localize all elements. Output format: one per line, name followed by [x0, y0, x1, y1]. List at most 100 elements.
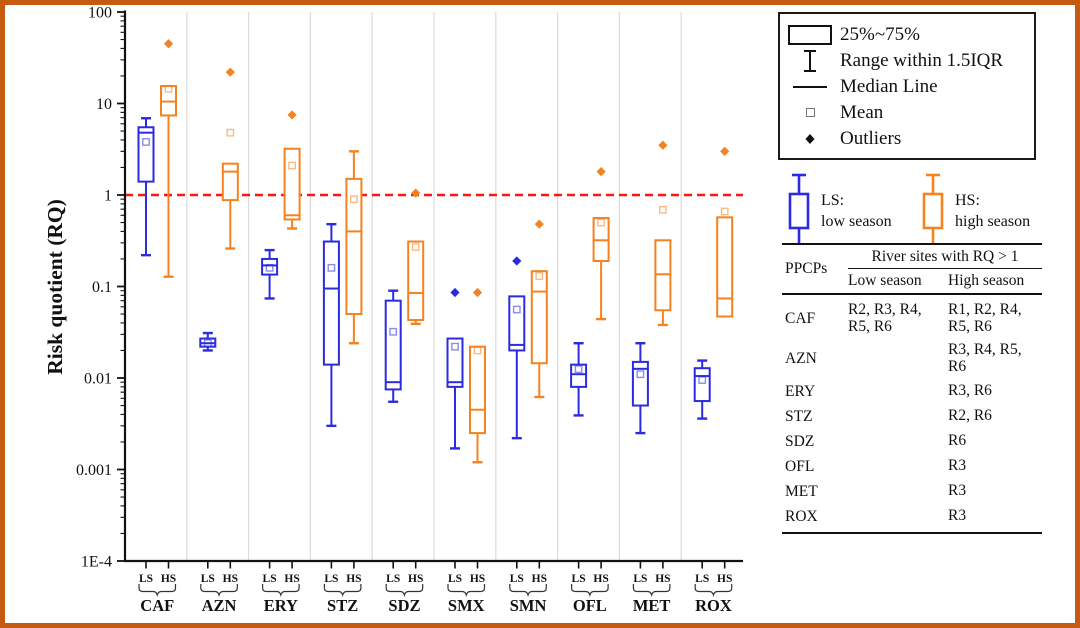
mean-marker — [164, 84, 173, 93]
legend-label: Median Line — [840, 75, 938, 97]
table-row-value: R3 — [948, 456, 967, 474]
group-brace — [138, 584, 177, 598]
season-legend: LS: low season HS: high season — [782, 168, 1048, 254]
box-HS-CAF — [160, 39, 177, 278]
box-HS-OFL — [592, 167, 610, 321]
legend-row-median: Median Line — [780, 74, 1034, 100]
box-icon — [780, 25, 840, 46]
table-row-value — [848, 478, 948, 503]
table-row-value: R3, R4, R5, R6 — [948, 341, 1022, 376]
mean-marker — [720, 207, 729, 216]
y-axis-title: Risk quotient (RQ) — [43, 199, 67, 375]
mean-marker — [659, 205, 667, 214]
mean-marker — [451, 342, 459, 351]
table-row-value: R1, R2, R4, R5, R6 — [948, 301, 1022, 335]
table-row-value — [848, 428, 948, 453]
season-sublabel: HS — [655, 573, 670, 585]
outlier-marker — [596, 167, 606, 177]
group-brace — [447, 584, 486, 598]
mean-marker — [327, 263, 336, 272]
table-row-value: R3 — [948, 481, 967, 499]
mean-marker — [574, 365, 583, 374]
legend-label: 25%~75% — [840, 24, 920, 46]
box-HS-SMX — [469, 287, 486, 464]
hs-label: high season — [955, 213, 1031, 230]
box-LS-AZN — [199, 331, 217, 352]
season-sublabel: HS — [593, 573, 608, 585]
river-sites-table: PPCPs River sites with RQ > 1 Low season… — [782, 243, 1042, 534]
box-LS-STZ — [322, 222, 340, 428]
box-HS-SMN — [530, 219, 548, 399]
group-brace — [694, 584, 733, 598]
mean-marker — [411, 243, 420, 251]
table-row-value — [848, 453, 948, 478]
mean-marker — [698, 376, 707, 384]
ls-abbr: LS: — [821, 192, 845, 209]
table-header: PPCPs River sites with RQ > 1 Low season… — [782, 245, 1042, 295]
outlier-diamond-icon — [780, 132, 840, 146]
category-label: SMN — [510, 596, 547, 615]
outlier-marker — [411, 188, 421, 198]
table-row-value: R2, R6 — [948, 406, 992, 424]
legend-row-box: 25%~75% — [780, 23, 1034, 49]
season-sublabel: LS — [201, 573, 215, 585]
outlier-marker — [658, 140, 668, 150]
table-header-span: River sites with RQ > 1 — [848, 245, 1042, 269]
table-row-value — [848, 503, 948, 528]
group-brace — [385, 584, 424, 598]
box-LS-SMX — [446, 287, 464, 450]
ls-boxplot-icon — [788, 173, 810, 248]
legend-row-mean: Mean — [780, 100, 1034, 126]
group-brace — [571, 584, 609, 598]
category-label: SMX — [448, 596, 485, 615]
mean-marker — [473, 346, 482, 355]
y-tick-label: 100 — [88, 5, 112, 22]
category-label: ERY — [264, 596, 298, 615]
boxplot-chart: 100 10 1 0.1 0.01 0.001 1E-4 LS HS CAF LS HS AZN LS HS… — [43, 5, 743, 615]
box-LS-SMN — [508, 256, 526, 440]
outlier-marker — [534, 219, 544, 229]
box-LS-ROX — [693, 359, 711, 420]
mean-marker — [636, 370, 645, 379]
category-label: OFL — [573, 596, 607, 615]
box-HS-MET — [654, 140, 672, 327]
season-sublabel: LS — [263, 573, 277, 585]
category-label: ROX — [695, 596, 732, 615]
group-brace — [632, 584, 671, 598]
outlier-marker — [287, 110, 297, 120]
whisker-icon — [780, 49, 840, 73]
category-label: STZ — [327, 596, 358, 615]
legend-label: Outliers — [840, 127, 902, 149]
table-body: CAF R2, R3, R4, R5, R6 R1, R2, R4, R5, R6 A… — [782, 295, 1042, 534]
ls-label: low season — [821, 213, 892, 230]
season-sublabel: LS — [695, 573, 709, 585]
group-brace — [509, 584, 547, 598]
table-header-ppcps: PPCPs — [785, 260, 828, 277]
mean-marker — [350, 195, 358, 204]
table-header-low: Low season — [848, 272, 922, 289]
table-row-name: MET — [785, 482, 818, 500]
y-tick-label: 10 — [96, 96, 112, 113]
group-brace — [262, 584, 300, 598]
mean-marker — [265, 263, 274, 272]
outlier-marker — [472, 287, 483, 298]
mean-marker — [288, 161, 296, 170]
y-tick-label: 0.1 — [92, 279, 112, 296]
season-sublabel: LS — [633, 573, 647, 585]
box-HS-AZN — [221, 67, 239, 250]
season-sublabel: LS — [324, 573, 338, 585]
hs-boxplot-icon — [922, 173, 944, 248]
season-sublabel: LS — [448, 573, 462, 585]
legend-label: Mean — [840, 101, 884, 123]
table-row-name: AZN — [785, 350, 817, 368]
group-brace — [200, 584, 238, 598]
y-tick-label: 0.001 — [76, 462, 112, 479]
y-tick-label: 0.01 — [84, 371, 112, 388]
table-header-high: High season — [948, 272, 1025, 289]
box-LS-SDZ — [384, 289, 402, 403]
category-label: MET — [633, 596, 671, 615]
season-sublabel: LS — [572, 573, 586, 585]
legend-row-outliers: Outliers — [780, 126, 1034, 152]
outlier-marker — [163, 39, 174, 49]
season-sublabel: LS — [139, 573, 153, 585]
